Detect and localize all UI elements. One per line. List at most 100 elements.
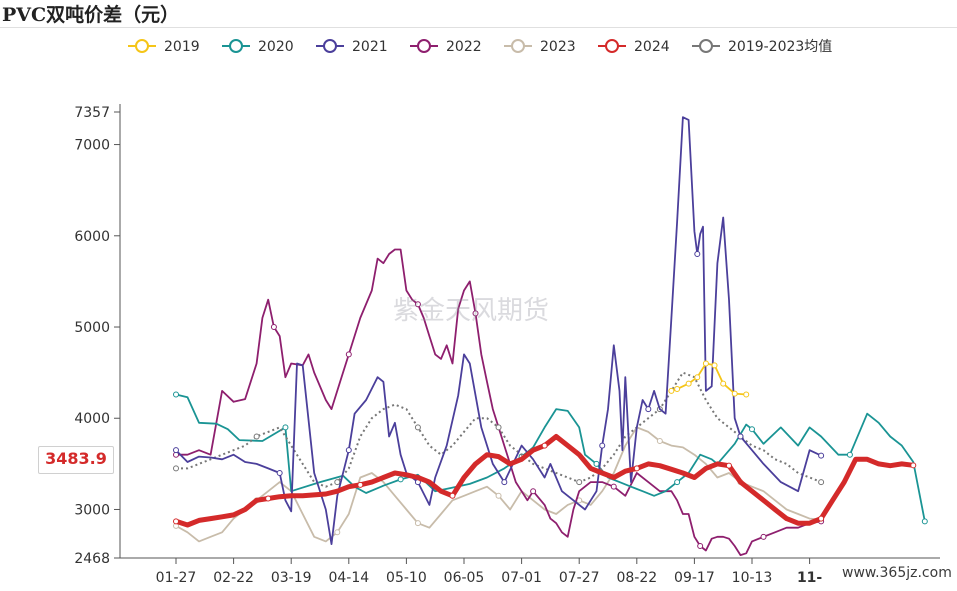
legend: 2019 2020 2021 2022 2023 2024 2019-2023均值 — [128, 39, 832, 55]
legend-item-1[interactable]: 2020 — [222, 39, 294, 55]
series-point-5 — [633, 465, 640, 472]
x-tick-label: 10-13 — [732, 570, 773, 586]
legend-label: 2019-2023均值 — [728, 39, 832, 55]
legend-item-2[interactable]: 2021 — [316, 39, 388, 55]
series-point-2 — [501, 479, 508, 486]
series-point-1 — [593, 460, 600, 467]
series-point-2 — [276, 469, 283, 476]
series-point-0 — [694, 374, 701, 381]
x-tick-label: 08-22 — [616, 570, 657, 586]
watermark-text: 紫金天风期货 — [393, 296, 550, 326]
series-point-4 — [334, 529, 341, 536]
x-tick-label: 02-22 — [213, 570, 254, 586]
series-line-1 — [175, 393, 926, 522]
legend-swatch-marker — [417, 39, 431, 53]
y-tick-label: 3000 — [74, 502, 110, 518]
title-divider — [0, 27, 957, 28]
series-point-0 — [685, 380, 692, 387]
legend-swatch-marker — [323, 39, 337, 53]
series-layer — [173, 116, 928, 556]
legend-swatch-marker — [135, 39, 149, 53]
series-point-2 — [173, 447, 179, 454]
legend-label: 2024 — [634, 39, 670, 55]
chart-title: PVC双吨价差（元） — [2, 4, 180, 26]
series-point-5 — [357, 481, 364, 488]
series-point-6 — [818, 479, 825, 486]
series-point-4 — [656, 438, 663, 445]
series-point-6 — [495, 424, 502, 431]
series-point-6 — [334, 479, 341, 486]
series-point-0 — [743, 391, 750, 398]
series-point-5 — [265, 495, 272, 502]
series-point-5 — [910, 462, 917, 469]
series-point-2 — [737, 433, 744, 440]
legend-item-0[interactable]: 2019 — [128, 39, 200, 55]
x-tick-label: 09-17 — [674, 570, 715, 586]
series-point-6 — [414, 424, 421, 431]
series-point-2 — [345, 447, 352, 454]
legend-swatch-marker — [605, 39, 619, 53]
y-tick-label: 4000 — [74, 411, 110, 427]
legend-item-5[interactable]: 2024 — [598, 39, 670, 55]
series-point-5 — [541, 442, 548, 449]
series-point-3 — [760, 533, 767, 540]
series-point-3 — [345, 351, 352, 358]
series-point-2 — [694, 251, 701, 258]
series-point-4 — [414, 520, 421, 527]
series-point-5 — [449, 492, 456, 499]
series-point-1 — [846, 451, 853, 458]
series-point-4 — [495, 492, 502, 499]
series-point-3 — [270, 324, 277, 331]
legend-label: 2022 — [446, 39, 482, 55]
x-tick-label: 01-27 — [156, 570, 197, 586]
y-tick-label: 7000 — [74, 138, 110, 154]
series-line-4 — [175, 426, 822, 543]
legend-item-3[interactable]: 2022 — [410, 39, 482, 55]
series-point-0 — [674, 386, 681, 393]
current-value-label: 3483.9 — [45, 449, 107, 468]
series-point-6 — [576, 479, 583, 486]
current-value-badge — [38, 446, 114, 474]
site-watermark: www.365jz.com — [838, 565, 956, 581]
x-tick-label: 05-10 — [386, 570, 427, 586]
x-tick-label: 07-01 — [501, 570, 542, 586]
series-point-3 — [610, 483, 617, 490]
legend-swatch-marker — [511, 39, 525, 53]
series-point-0 — [668, 387, 675, 394]
series-point-0 — [731, 390, 738, 397]
series-line-0 — [671, 362, 747, 396]
legend-swatch-marker — [699, 39, 713, 53]
y-tick-label: 2468 — [74, 551, 110, 567]
legend-label: 2023 — [540, 39, 576, 55]
series-point-5 — [173, 518, 179, 525]
series-point-2 — [818, 452, 825, 459]
x-tick-label: 11- — [797, 570, 822, 586]
series-point-3 — [530, 488, 537, 495]
series-point-5 — [725, 462, 732, 469]
x-tick-label: 03-19 — [271, 570, 312, 586]
series-point-1 — [173, 391, 179, 398]
y-axis: 2468 3000 4000 5000 6000 7000 7357 — [74, 104, 121, 567]
y-tick-label: 5000 — [74, 320, 110, 336]
series-point-3 — [472, 310, 479, 317]
series-point-1 — [397, 476, 404, 483]
series-point-1 — [674, 479, 681, 486]
series-point-6 — [253, 433, 260, 440]
legend-swatch-marker — [229, 39, 243, 53]
series-point-3 — [414, 301, 421, 308]
x-tick-label: 06-05 — [444, 570, 485, 586]
series-line-6 — [176, 371, 822, 488]
series-point-0 — [720, 380, 727, 387]
legend-item-6[interactable]: 2019-2023均值 — [692, 39, 832, 55]
y-tick-label: 7357 — [74, 105, 110, 121]
legend-item-4[interactable]: 2023 — [504, 39, 576, 55]
x-tick-label: 07-27 — [559, 570, 600, 586]
series-point-2 — [599, 442, 606, 449]
series-point-3 — [697, 542, 704, 549]
legend-label: 2020 — [258, 39, 294, 55]
series-point-2 — [645, 406, 652, 413]
legend-label: 2021 — [352, 39, 388, 55]
series-point-1 — [921, 518, 928, 525]
legend-label: 2019 — [164, 39, 200, 55]
